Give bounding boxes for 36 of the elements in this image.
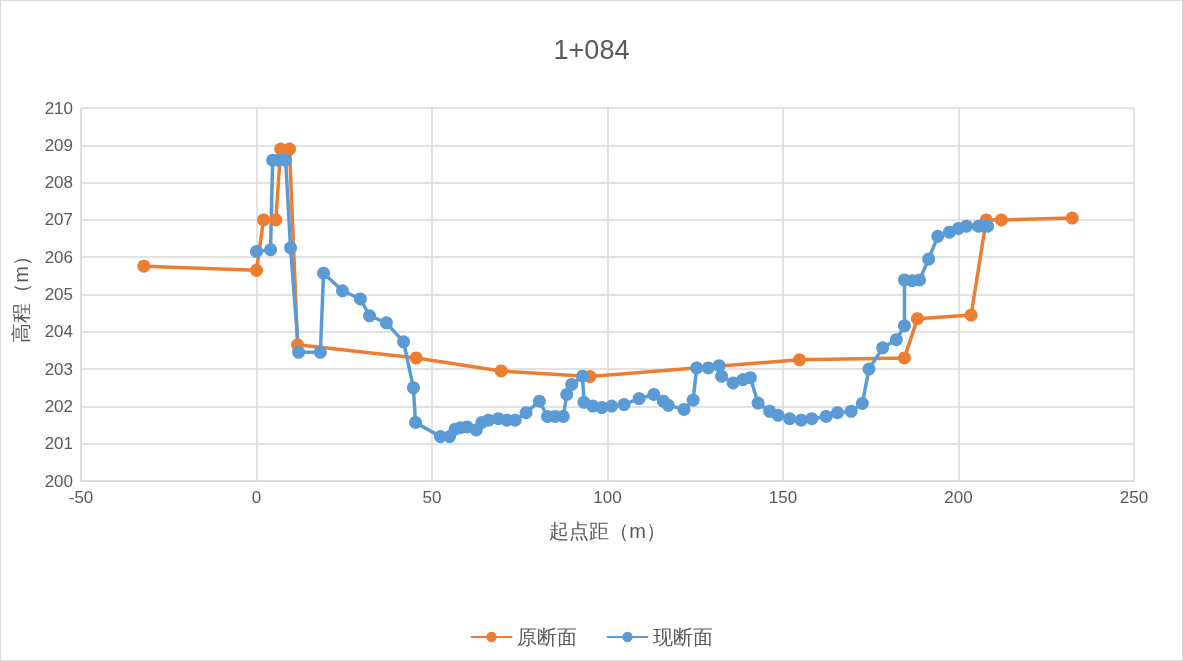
point bbox=[1065, 211, 1079, 225]
y-tick-label: 202 bbox=[44, 396, 73, 416]
point bbox=[910, 312, 924, 326]
x-tick-label: 100 bbox=[593, 488, 622, 507]
x-tick-label: 250 bbox=[1119, 488, 1149, 507]
y-tick-label: 200 bbox=[44, 471, 73, 491]
point bbox=[257, 213, 271, 227]
legend-label: 现断面 bbox=[652, 626, 713, 648]
point bbox=[793, 353, 806, 367]
y-tick-label: 210 bbox=[44, 98, 73, 118]
y-tick-label: 206 bbox=[44, 247, 73, 267]
point bbox=[994, 213, 1008, 227]
x-tick-label: -50 bbox=[68, 488, 94, 507]
x-tick-label: 200 bbox=[944, 488, 973, 507]
point bbox=[964, 308, 978, 322]
point bbox=[269, 213, 283, 227]
point bbox=[494, 364, 508, 378]
point bbox=[137, 259, 151, 273]
y-tick-label: 209 bbox=[44, 135, 73, 155]
x-tick-label: 50 bbox=[422, 488, 442, 507]
x-tick-label: 0 bbox=[251, 488, 262, 507]
y-tick-label: 203 bbox=[44, 359, 73, 379]
point bbox=[409, 351, 423, 365]
y-tick-label: 205 bbox=[44, 285, 73, 304]
x-tick-label: 150 bbox=[768, 488, 798, 507]
point bbox=[250, 263, 263, 277]
x-axis-title: 起点距（m） bbox=[549, 520, 666, 542]
y-tick-label: 208 bbox=[44, 173, 73, 193]
point bbox=[897, 351, 911, 365]
chart-title: 1+084 bbox=[553, 34, 630, 65]
y-tick-label: 204 bbox=[44, 322, 73, 342]
legend-label: 原断面 bbox=[516, 626, 577, 648]
y-axis-title: 高程（m） bbox=[10, 246, 32, 343]
point bbox=[283, 142, 296, 156]
y-tick-label: 207 bbox=[44, 210, 73, 230]
y-tick-label: 201 bbox=[44, 434, 73, 454]
